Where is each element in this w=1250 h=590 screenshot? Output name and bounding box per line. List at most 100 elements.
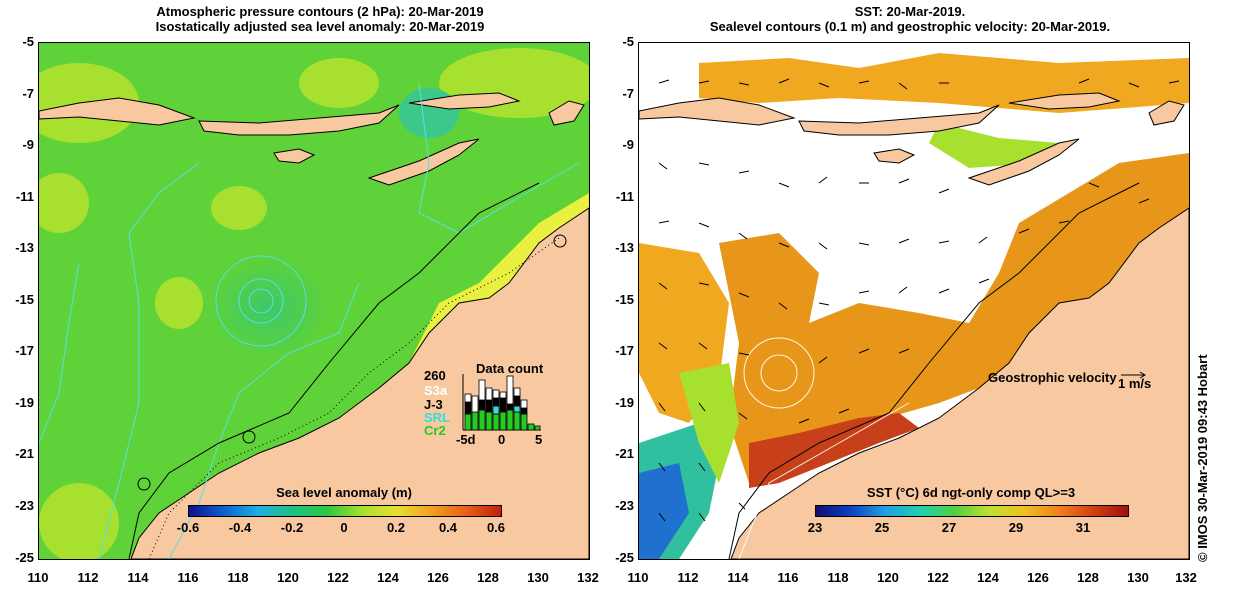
colorbar-tick: 31 <box>1075 520 1091 535</box>
sat-label-j3: J-3 <box>424 397 443 412</box>
lat-tick: -17 <box>615 343 634 358</box>
sat-label-cr2: Cr2 <box>424 423 446 438</box>
lon-tick: 126 <box>427 570 449 585</box>
right-title-line2: Sealevel contours (0.1 m) and geostrophi… <box>709 19 1111 34</box>
velocity-scale-arrow <box>1121 371 1146 379</box>
lon-tick: 120 <box>877 570 899 585</box>
lat-tick: -19 <box>15 395 34 410</box>
anomaly-low-blob <box>209 258 329 358</box>
sat-label-srl: SRL <box>424 410 450 425</box>
colorbar-tick: 29 <box>1008 520 1024 535</box>
lon-tick: 116 <box>777 570 799 585</box>
flores-island <box>1008 92 1121 110</box>
lon-tick: 128 <box>1077 570 1099 585</box>
lat-tick: -5 <box>22 34 34 49</box>
hist-tick: 0 <box>498 432 506 447</box>
anomaly-high-blob <box>299 58 379 108</box>
anomaly-high-blob <box>211 186 267 230</box>
nusa-tenggara-islands <box>798 104 1000 136</box>
lon-tick: 122 <box>327 570 349 585</box>
lon-tick: 118 <box>227 570 249 585</box>
sst-cool-region <box>639 463 689 559</box>
lat-tick: -13 <box>15 240 34 255</box>
right-colorbar <box>815 505 1129 517</box>
histogram-bars <box>464 375 541 431</box>
sst-warm-region <box>719 153 1189 483</box>
colorbar-tick: -0.2 <box>280 520 304 535</box>
sea-level-anomaly-map <box>38 42 590 560</box>
imos-credit: © IMOS 30-Mar-2019 09:43 Hobart <box>1195 354 1210 562</box>
lon-tick: 130 <box>1127 570 1149 585</box>
lat-tick: -25 <box>615 550 634 565</box>
lon-tick: 120 <box>277 570 299 585</box>
sealevel-contours <box>738 337 910 559</box>
left-title-line1: Atmospheric pressure contours (2 hPa): 2… <box>156 4 484 19</box>
bathymetry-contour <box>728 182 1140 559</box>
lat-tick: -11 <box>615 189 634 204</box>
geostrophic-velocity-arrows <box>658 78 1180 522</box>
timor-island <box>367 138 480 186</box>
sst-map <box>638 42 1190 560</box>
lon-tick: 124 <box>377 570 399 585</box>
bathymetry-contour <box>128 182 540 559</box>
lon-tick: 118 <box>827 570 849 585</box>
australia-land <box>730 207 1189 559</box>
right-colorbar-title: SST (°C) 6d ngt-only comp QL>=3 <box>866 485 1076 500</box>
lon-tick: 114 <box>127 570 149 585</box>
lat-tick: -21 <box>615 446 634 461</box>
lat-tick: -11 <box>15 189 34 204</box>
anomaly-high-blob <box>155 277 203 329</box>
colorbar-tick: 25 <box>874 520 890 535</box>
lat-tick: -5 <box>622 34 634 49</box>
colorbar-tick: 0.6 <box>486 520 506 535</box>
tide-gauge-marker <box>242 430 256 444</box>
colorbar-tick: -0.4 <box>228 520 252 535</box>
timor-island <box>967 138 1080 186</box>
lat-tick: -19 <box>615 395 634 410</box>
anomaly-high-blob <box>39 483 119 559</box>
left-title-line2: Isostatically adjusted sea level anomaly… <box>155 19 485 34</box>
data-count-histogram <box>462 374 541 431</box>
lat-tick: -25 <box>15 550 34 565</box>
lat-tick: -7 <box>22 86 34 101</box>
java-island <box>39 97 196 126</box>
colorbar-tick: -0.6 <box>176 520 200 535</box>
lon-tick: 110 <box>627 570 649 585</box>
flores-island <box>408 92 521 110</box>
tide-gauge-marker <box>553 234 567 248</box>
lat-tick: -21 <box>15 446 34 461</box>
lat-tick: -7 <box>622 86 634 101</box>
lon-tick: 126 <box>1027 570 1049 585</box>
lat-tick: -13 <box>615 240 634 255</box>
lon-tick: 114 <box>727 570 749 585</box>
colorbar-tick: 27 <box>941 520 957 535</box>
colorbar-tick: 23 <box>807 520 823 535</box>
lat-tick: -9 <box>22 137 34 152</box>
colorbar-tick: 0 <box>340 520 348 535</box>
lon-tick: 112 <box>77 570 99 585</box>
java-island <box>639 97 796 126</box>
lat-tick: -23 <box>15 498 34 513</box>
velocity-legend-label: Geostrophic velocity <box>988 370 1117 385</box>
velocity-legend-scale: 1 m/s <box>1118 376 1152 391</box>
sst-mid-region <box>929 123 1059 168</box>
small-island <box>548 100 585 126</box>
sst-mid-region <box>679 363 739 483</box>
left-colorbar-title: Sea level anomaly (m) <box>276 485 412 500</box>
lon-tick: 132 <box>577 570 599 585</box>
lat-tick: -15 <box>615 292 634 307</box>
colorbar-tick: 0.2 <box>386 520 406 535</box>
hist-tick: 5 <box>535 432 543 447</box>
lat-tick: -15 <box>15 292 34 307</box>
lon-tick: 132 <box>1175 570 1197 585</box>
sumba-island <box>273 148 316 164</box>
data-count-title: Data count <box>476 361 544 376</box>
sst-hot-region <box>749 413 919 488</box>
lon-tick: 128 <box>477 570 499 585</box>
data-count-max: 260 <box>424 368 446 383</box>
sat-label-s3a: S3a <box>424 383 448 398</box>
lon-tick: 110 <box>27 570 49 585</box>
left-colorbar <box>188 505 502 517</box>
hist-tick: -5d <box>456 432 476 447</box>
tide-gauge-marker <box>137 477 151 491</box>
